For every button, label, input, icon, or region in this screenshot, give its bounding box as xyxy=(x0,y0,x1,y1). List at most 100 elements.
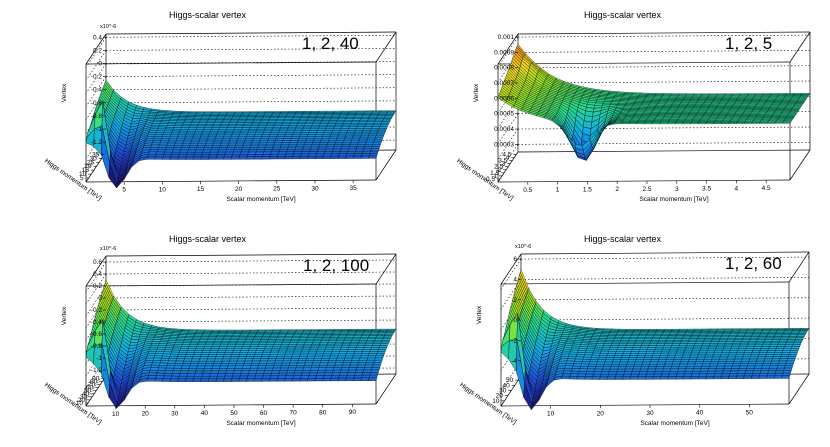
surface-cell xyxy=(366,357,376,361)
surface-cell xyxy=(679,328,689,331)
surface-cell xyxy=(622,376,631,380)
surface-cell xyxy=(758,122,769,124)
surface-cell xyxy=(779,113,789,116)
surface-cell xyxy=(192,354,202,357)
surface-cell xyxy=(311,362,321,366)
surface-cell xyxy=(181,365,191,369)
surface-cell xyxy=(195,147,205,151)
surface-cell xyxy=(694,115,704,118)
surface-cell xyxy=(588,361,598,365)
surface-cell xyxy=(244,339,254,342)
surface-cell xyxy=(785,117,795,119)
surface-cell xyxy=(149,147,159,150)
surface-cell xyxy=(306,355,316,359)
surface-cell xyxy=(302,112,312,114)
surface-cell xyxy=(746,365,756,369)
surface-cell xyxy=(249,365,259,369)
surface-cell xyxy=(686,104,696,106)
z-tick-label: -0.6 xyxy=(91,100,103,107)
surface-cell xyxy=(186,350,196,353)
surface-cell xyxy=(275,138,284,141)
surface-cell xyxy=(216,352,226,355)
surface-cell xyxy=(381,340,391,343)
surface-cell xyxy=(194,373,204,377)
surface-cell xyxy=(685,366,695,369)
surface-cell xyxy=(363,345,373,348)
surface-cell xyxy=(278,332,288,334)
surface-cell xyxy=(737,332,747,334)
surface-cell xyxy=(609,347,619,350)
surface-cell xyxy=(730,368,740,372)
surface-cell xyxy=(784,344,794,347)
frame-edge xyxy=(788,373,810,405)
surface-cell xyxy=(708,344,718,348)
surface-cell xyxy=(220,363,230,367)
surface-cell xyxy=(246,117,256,120)
surface-cell xyxy=(752,348,762,351)
surface-cell xyxy=(678,116,688,119)
surface-cell xyxy=(777,363,787,366)
surface-cell xyxy=(284,353,294,357)
surface-cell xyxy=(197,361,207,364)
surface-cell xyxy=(177,354,187,357)
surface-cell xyxy=(776,107,786,109)
surface-cell xyxy=(255,373,265,377)
surface-cell xyxy=(741,358,750,362)
surface-cell xyxy=(261,117,271,120)
surface-cell xyxy=(182,122,192,125)
surface-cell xyxy=(198,138,208,142)
surface-cell xyxy=(315,132,325,135)
surface-cell xyxy=(736,350,746,353)
surface-cell xyxy=(299,353,309,357)
surface-cell xyxy=(744,373,753,377)
surface-cell xyxy=(177,134,187,138)
surface-cell xyxy=(682,110,692,113)
surface-cell xyxy=(241,346,251,349)
surface-cell xyxy=(685,330,695,332)
surface-cell xyxy=(165,365,175,369)
surface-cell xyxy=(762,342,772,345)
surface-cell xyxy=(259,360,268,364)
surface-cell xyxy=(244,358,254,362)
surface-cell xyxy=(762,363,772,366)
surface-cell xyxy=(343,357,353,361)
surface-cell xyxy=(766,110,776,113)
surface-cell xyxy=(666,355,676,358)
surface-cell xyxy=(369,349,379,352)
surface-cell xyxy=(762,116,772,118)
surface-cell xyxy=(287,346,297,349)
surface-cell xyxy=(162,378,171,382)
surface-cell xyxy=(716,363,726,367)
surface-cell xyxy=(265,111,275,113)
surface-cell xyxy=(313,358,323,361)
surface-cell xyxy=(200,156,210,160)
surface-cell xyxy=(702,341,712,344)
surface-cell xyxy=(163,151,173,155)
surface-cell xyxy=(785,340,795,344)
surface-cell xyxy=(307,134,317,137)
surface-cell xyxy=(776,344,786,347)
surface-cell xyxy=(754,363,764,367)
surface-cell xyxy=(669,107,679,109)
surface-cell xyxy=(655,115,666,118)
surface-cell xyxy=(706,120,716,122)
surface-cell xyxy=(701,343,711,346)
surface-cell xyxy=(362,148,372,152)
surface-cell xyxy=(655,105,665,107)
surface-cell xyxy=(641,343,650,346)
surface-cell xyxy=(271,149,281,152)
surface-cell xyxy=(732,343,741,346)
surface-cell xyxy=(666,336,676,339)
surface-cell xyxy=(175,358,185,362)
surface-cell xyxy=(174,123,184,126)
surface-cell xyxy=(692,368,702,372)
surface-cell xyxy=(323,153,332,157)
surface-cell xyxy=(146,378,156,382)
surface-cell xyxy=(340,126,350,129)
surface-cell xyxy=(266,140,276,143)
surface-cell xyxy=(776,365,786,369)
surface-cell xyxy=(785,363,794,366)
surface-cell xyxy=(222,136,232,140)
surface-cell xyxy=(252,136,262,139)
surface-cell xyxy=(701,105,711,107)
